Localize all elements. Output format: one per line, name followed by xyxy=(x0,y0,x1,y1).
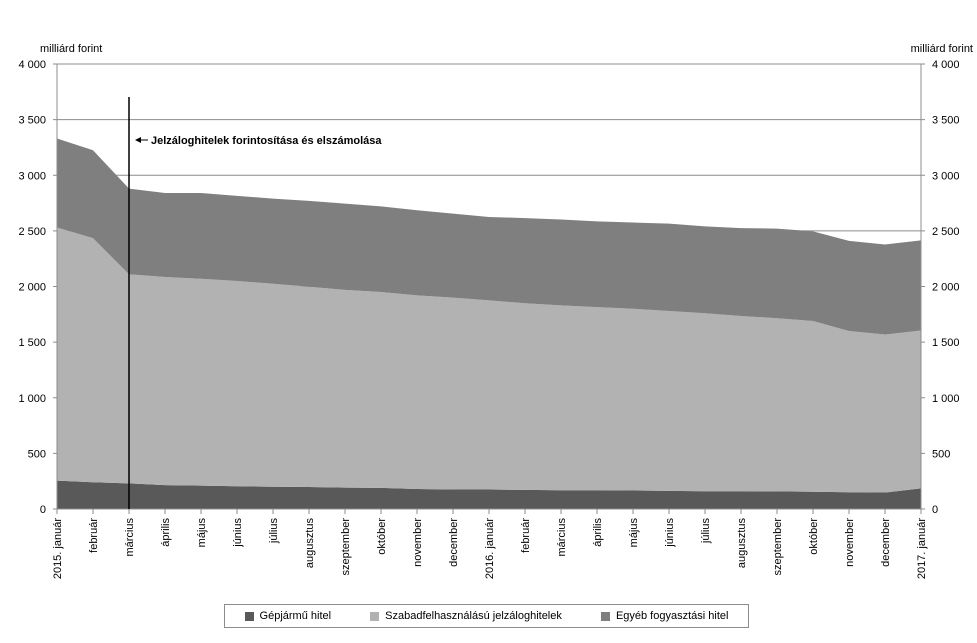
annotation-group: Jelzáloghitelek forintosítása és elszámo… xyxy=(128,97,382,509)
y-tick-label-right: 0 xyxy=(932,504,938,516)
x-tick-label: augusztus xyxy=(736,518,748,569)
x-tick-label: december xyxy=(880,518,892,567)
y-tick-label-right: 1 500 xyxy=(932,337,960,349)
y-tick-label-left: 0 xyxy=(40,504,46,516)
legend-item: Gépjármű hitel xyxy=(244,610,332,622)
x-tick-label: február xyxy=(88,518,100,553)
area-series-2 xyxy=(57,227,921,493)
y-tick-label-left: 3 500 xyxy=(18,115,46,127)
legend-item: Egyéb fogyasztási hitel xyxy=(600,610,729,622)
x-tick-label: november xyxy=(844,518,856,567)
annotation-text: Jelzáloghitelek forintosítása és elszámo… xyxy=(151,135,382,147)
legend: Gépjármű hitel Szabadfelhasználású jelzál… xyxy=(224,604,749,628)
y-tick-label-left: 3 000 xyxy=(18,170,46,182)
x-tick-label: szeptember xyxy=(772,518,784,576)
y-axis-unit-right: milliárd forint xyxy=(910,43,973,55)
y-tick-label-left: 2 500 xyxy=(18,226,46,238)
y-tick-label-right: 1 000 xyxy=(932,393,960,405)
x-tick-label: április xyxy=(160,518,172,547)
x-tick-label: június xyxy=(232,518,244,548)
x-tick-label: március xyxy=(556,518,568,557)
legend-swatch xyxy=(600,611,610,621)
y-tick-label-left: 500 xyxy=(28,448,46,460)
annotation-arrow-head xyxy=(135,137,141,143)
legend-swatch xyxy=(370,611,380,621)
area-series-3 xyxy=(57,138,921,335)
y-tick-label-left: 2 000 xyxy=(18,282,46,294)
x-tick-label: 2017. január xyxy=(916,518,928,579)
x-tick-label: október xyxy=(376,518,388,555)
y-tick-label-right: 3 500 xyxy=(932,115,960,127)
y-tick-label-right: 2 500 xyxy=(932,226,960,238)
x-tick-label: november xyxy=(412,518,424,567)
y-tick-label-right: 2 000 xyxy=(932,282,960,294)
legend-swatch xyxy=(244,611,254,621)
y-tick-label-right: 3 000 xyxy=(932,170,960,182)
y-tick-label-left: 4 000 xyxy=(18,59,46,71)
x-tick-label: augusztus xyxy=(304,518,316,569)
areas xyxy=(57,138,921,509)
x-tick-label: október xyxy=(808,518,820,555)
legend-label: Gépjármű hitel xyxy=(259,610,332,622)
legend-label: Szabadfelhasználású jelzáloghitelek xyxy=(385,610,562,622)
axes: 0 0 500 500 1 000 1 000 1 500 1 500 2 000 2 000 2 … xyxy=(18,59,959,579)
x-tick-label: július xyxy=(268,518,280,545)
area-series-1 xyxy=(57,480,921,509)
x-tick-label: 2015. január xyxy=(52,518,64,579)
x-tick-label: május xyxy=(628,518,640,548)
y-tick-label-left: 1 000 xyxy=(18,393,46,405)
y-tick-label-left: 1 500 xyxy=(18,337,46,349)
x-tick-label: december xyxy=(448,518,460,567)
x-tick-label: június xyxy=(664,518,676,548)
x-tick-label: szeptember xyxy=(340,518,352,576)
x-tick-label: július xyxy=(700,518,712,545)
y-axis-unit-left: milliárd forint xyxy=(40,43,103,55)
x-tick-label: 2016. január xyxy=(484,518,496,579)
x-tick-label: március xyxy=(124,518,136,557)
legend-label: Egyéb fogyasztási hitel xyxy=(615,610,729,622)
legend-item: Szabadfelhasználású jelzáloghitelek xyxy=(370,610,562,622)
x-tick-label: április xyxy=(592,518,604,547)
x-tick-label: május xyxy=(196,518,208,548)
y-tick-label-right: 500 xyxy=(932,448,950,460)
x-tick-label: február xyxy=(520,518,532,553)
y-tick-label-right: 4 000 xyxy=(932,59,960,71)
